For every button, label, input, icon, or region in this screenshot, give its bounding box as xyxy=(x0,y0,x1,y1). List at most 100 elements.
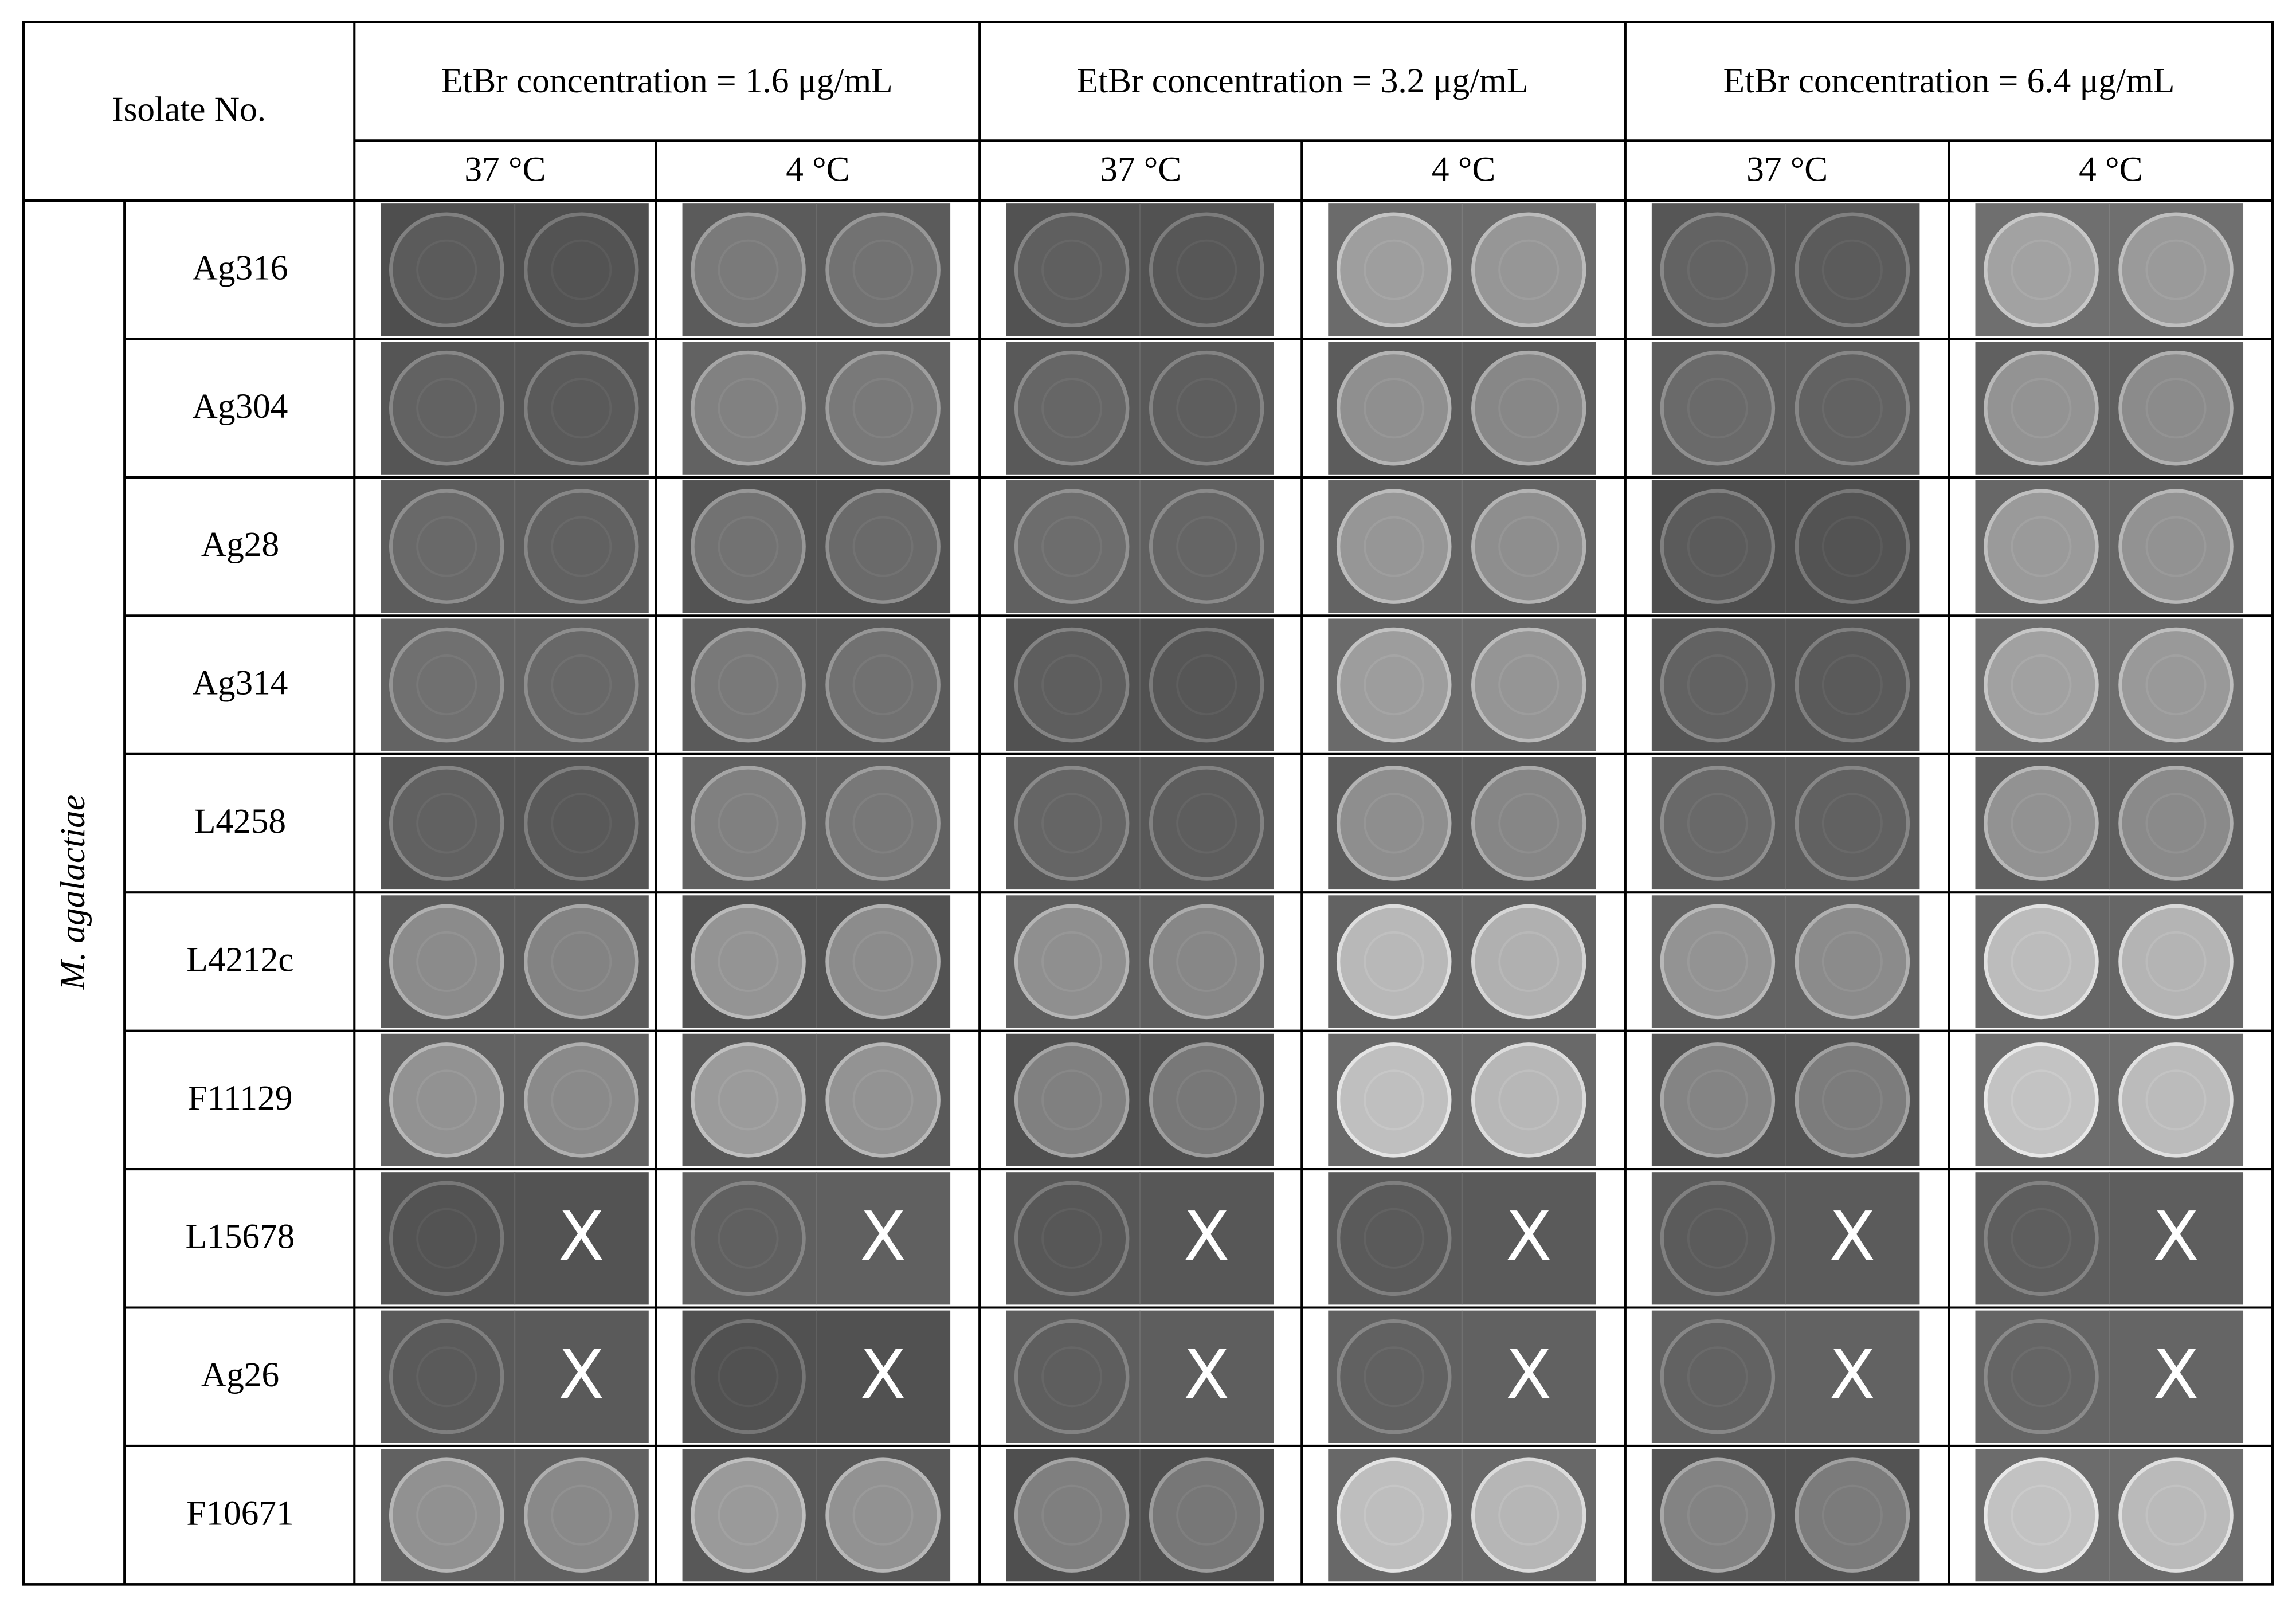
colony-spot xyxy=(2118,1042,2234,1158)
colony-spot xyxy=(691,1319,806,1434)
spot-image xyxy=(1651,618,1920,751)
colony-center xyxy=(1041,1069,1103,1131)
spot-image xyxy=(1328,342,1596,475)
colony-spot xyxy=(2118,489,2234,604)
colony-center xyxy=(1364,793,1425,854)
colony-spot xyxy=(1149,766,1264,881)
colony-spot xyxy=(1660,1457,1776,1573)
colony-spot xyxy=(1795,212,1910,328)
colony-center xyxy=(1176,239,1237,300)
colony-spot xyxy=(1660,904,1776,1020)
colony-center xyxy=(1364,239,1425,300)
spot-image xyxy=(1006,618,1274,751)
colony-spot xyxy=(691,904,806,1020)
colony-spot xyxy=(1336,489,1452,604)
colony-center xyxy=(2145,793,2207,854)
colony-spot xyxy=(691,1457,806,1573)
group-header-box: EtBr concentration = 1.6 μg/mL xyxy=(441,62,893,100)
isolate-label: Ag314 xyxy=(193,664,288,703)
colony-center xyxy=(2145,654,2207,716)
colony-center xyxy=(852,931,914,992)
colony-spot xyxy=(1984,1457,2099,1573)
colony-center xyxy=(2145,516,2207,577)
absent-mark: X xyxy=(558,1197,605,1276)
colony-center xyxy=(551,931,612,992)
colony-center xyxy=(1041,516,1103,577)
colony-center xyxy=(2011,654,2072,716)
colony-spot xyxy=(2118,627,2234,743)
colony-center xyxy=(416,516,477,577)
spot-image: X xyxy=(381,1310,649,1443)
colony-center xyxy=(416,1208,477,1269)
absent-mark: X xyxy=(860,1336,906,1414)
spot-image xyxy=(1975,757,2244,890)
spot-image xyxy=(1006,757,1274,890)
spot-image: X xyxy=(682,1310,951,1443)
colony-center xyxy=(416,1484,477,1546)
colony-center xyxy=(1821,931,1883,992)
spot-image xyxy=(1006,895,1274,1028)
colony-spot xyxy=(1660,350,1776,466)
isolate-label: Ag28 xyxy=(201,525,279,564)
colony-spot xyxy=(1336,350,1452,466)
spot-image xyxy=(1651,1033,1920,1166)
spot-image xyxy=(1651,895,1920,1028)
colony-center xyxy=(2011,931,2072,992)
colony-spot xyxy=(389,1042,504,1158)
absent-mark: X xyxy=(1184,1336,1230,1414)
colony-center xyxy=(1041,654,1103,716)
colony-spot xyxy=(1471,212,1586,328)
colony-center xyxy=(2011,239,2072,300)
spot-image xyxy=(1651,1449,1920,1582)
colony-center xyxy=(1821,1484,1883,1546)
spot-image xyxy=(682,1033,951,1166)
colony-center xyxy=(1364,1346,1425,1408)
spot-image xyxy=(1651,757,1920,890)
colony-center xyxy=(551,378,612,439)
temperature-header: 37 °C xyxy=(1746,150,1828,189)
colony-center xyxy=(1176,793,1237,854)
spot-image xyxy=(1975,1033,2244,1166)
spot-image xyxy=(381,618,649,751)
colony-spot xyxy=(1471,1457,1586,1573)
colony-center xyxy=(1364,654,1425,716)
colony-spot xyxy=(523,350,639,466)
colony-spot xyxy=(1795,1042,1910,1158)
spot-image xyxy=(1328,480,1596,613)
colony-spot xyxy=(1660,1042,1776,1158)
colony-spot xyxy=(1471,904,1586,1020)
colony-center xyxy=(1821,793,1883,854)
spot-image: X xyxy=(381,1172,649,1305)
colony-center xyxy=(1687,239,1748,300)
isolate-label: F11129 xyxy=(188,1079,293,1118)
colony-spot xyxy=(691,627,806,743)
spot-image xyxy=(381,757,649,890)
colony-center xyxy=(2145,378,2207,439)
colony-spot xyxy=(1795,766,1910,881)
spot-image: X xyxy=(682,1172,951,1305)
absent-mark: X xyxy=(558,1336,605,1414)
colony-center xyxy=(416,1069,477,1131)
colony-center xyxy=(718,1069,779,1131)
colony-spot xyxy=(1795,489,1910,604)
colony-spot xyxy=(1660,212,1776,328)
colony-center xyxy=(1041,1484,1103,1546)
spot-image: X xyxy=(1328,1310,1596,1443)
temperature-header: 4 °C xyxy=(2079,150,2142,189)
spot-image xyxy=(381,1449,649,1582)
colony-spot xyxy=(1984,212,2099,328)
colony-center xyxy=(1821,378,1883,439)
colony-spot xyxy=(1014,904,1130,1020)
temperature-header: 4 °C xyxy=(786,150,849,189)
colony-center xyxy=(1498,654,1560,716)
colony-center xyxy=(718,239,779,300)
colony-center xyxy=(852,1069,914,1131)
colony-center xyxy=(1364,1069,1425,1131)
colony-center xyxy=(718,378,779,439)
colony-center xyxy=(1041,1346,1103,1408)
colony-center xyxy=(1176,931,1237,992)
group-header: EtBr concentration = 6.4 μg/mL xyxy=(1723,62,2175,101)
spot-image xyxy=(1975,203,2244,336)
spot-image xyxy=(1975,895,2244,1028)
